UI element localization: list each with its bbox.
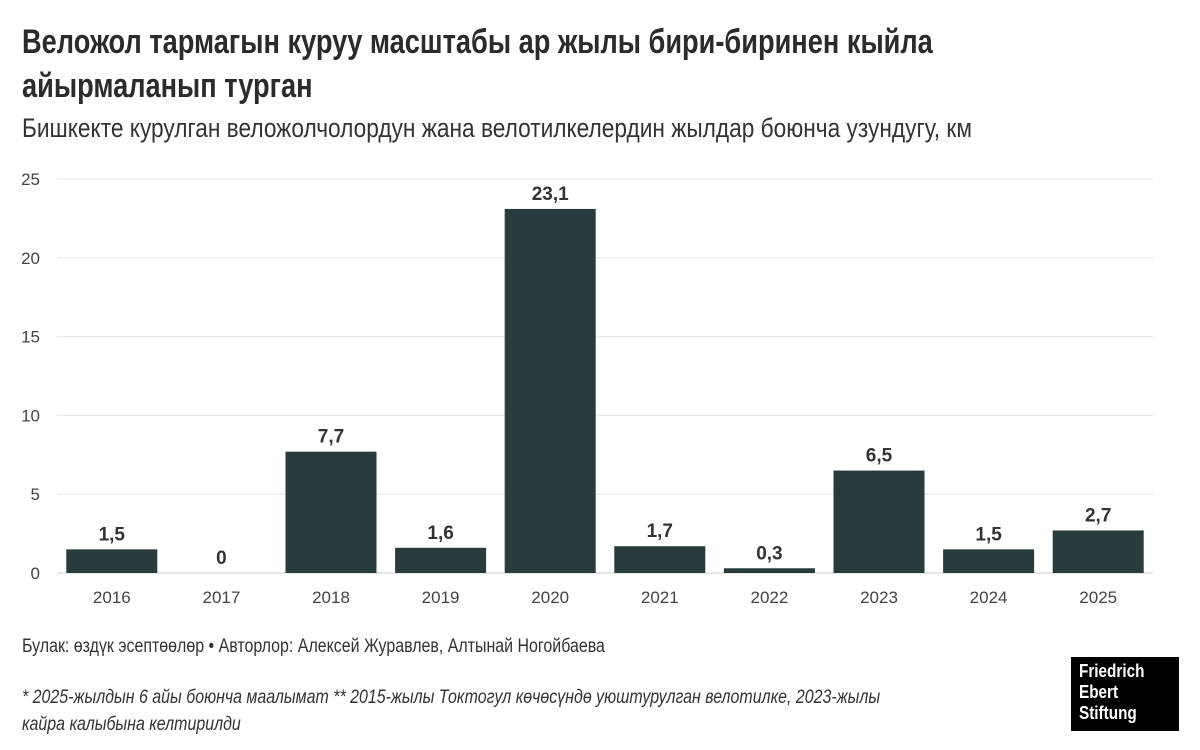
x-tick-label: 2022: [750, 588, 788, 607]
source-text: Булак: өздүк эсептөөлөр • Авторлор: Алек…: [22, 636, 605, 657]
data-label: 7,7: [318, 427, 344, 448]
bar-2022: [723, 568, 815, 573]
x-tick-label: 2023: [860, 588, 898, 607]
footnote: * 2025-жылдын 6 айы боюнча маалымат ** 2…: [22, 684, 880, 738]
data-label: 0: [216, 548, 227, 569]
x-tick-label: 2016: [93, 588, 131, 607]
x-tick-label: 2017: [202, 588, 240, 607]
logo-line: Friedrich: [1079, 661, 1145, 681]
bar-2018: [285, 451, 377, 573]
bar-2016: [66, 549, 158, 573]
bar-2025: [1052, 530, 1144, 573]
bar-2024: [943, 549, 1035, 573]
y-tick-label: 10: [21, 406, 40, 425]
x-tick-label: 2021: [641, 588, 679, 607]
logo-line: Stiftung: [1079, 703, 1137, 723]
title-line: айырмаланып турган: [22, 67, 313, 105]
data-label: 2,7: [1085, 505, 1111, 526]
bar-2023: [833, 470, 925, 573]
data-label: 23,1: [532, 184, 569, 205]
chart-title: Веложол тармагын куруу масштабы ар жылы …: [22, 20, 933, 108]
y-tick-label: 0: [31, 564, 40, 583]
fes-logo: Friedrich Ebert Stiftung: [1071, 657, 1179, 731]
footnote-line: * 2025-жылдын 6 айы боюнча маалымат ** 2…: [22, 687, 881, 708]
bar-2019: [395, 547, 487, 573]
data-label: 0,3: [756, 543, 782, 564]
logo-line: Ebert: [1079, 682, 1119, 702]
x-tick-label: 2024: [970, 588, 1008, 607]
y-tick-label: 5: [31, 485, 40, 504]
data-label: 1,7: [647, 521, 673, 542]
x-tick-label: 2020: [531, 588, 569, 607]
data-label: 1,6: [427, 523, 453, 544]
y-tick-label: 25: [21, 170, 40, 189]
bar-2020: [504, 208, 596, 573]
x-tick-label: 2018: [312, 588, 350, 607]
chart-subtitle: Бишкекте курулган веложолчолордун жана в…: [22, 113, 972, 143]
data-label: 6,5: [866, 446, 893, 467]
data-label: 1,5: [99, 524, 126, 545]
y-tick-label: 15: [21, 328, 40, 347]
x-tick-label: 2019: [422, 588, 460, 607]
data-label: 1,5: [975, 524, 1002, 545]
title-line: Веложол тармагын куруу масштабы ар жылы …: [22, 23, 933, 61]
x-tick-label: 2025: [1079, 588, 1117, 607]
footnote-line: кайра калыбына келтирилди: [22, 714, 241, 735]
bar-chart: 05101520251,52016020177,720181,6201923,1…: [21, 170, 1153, 607]
bar-2021: [614, 546, 706, 573]
y-tick-label: 20: [21, 249, 40, 268]
